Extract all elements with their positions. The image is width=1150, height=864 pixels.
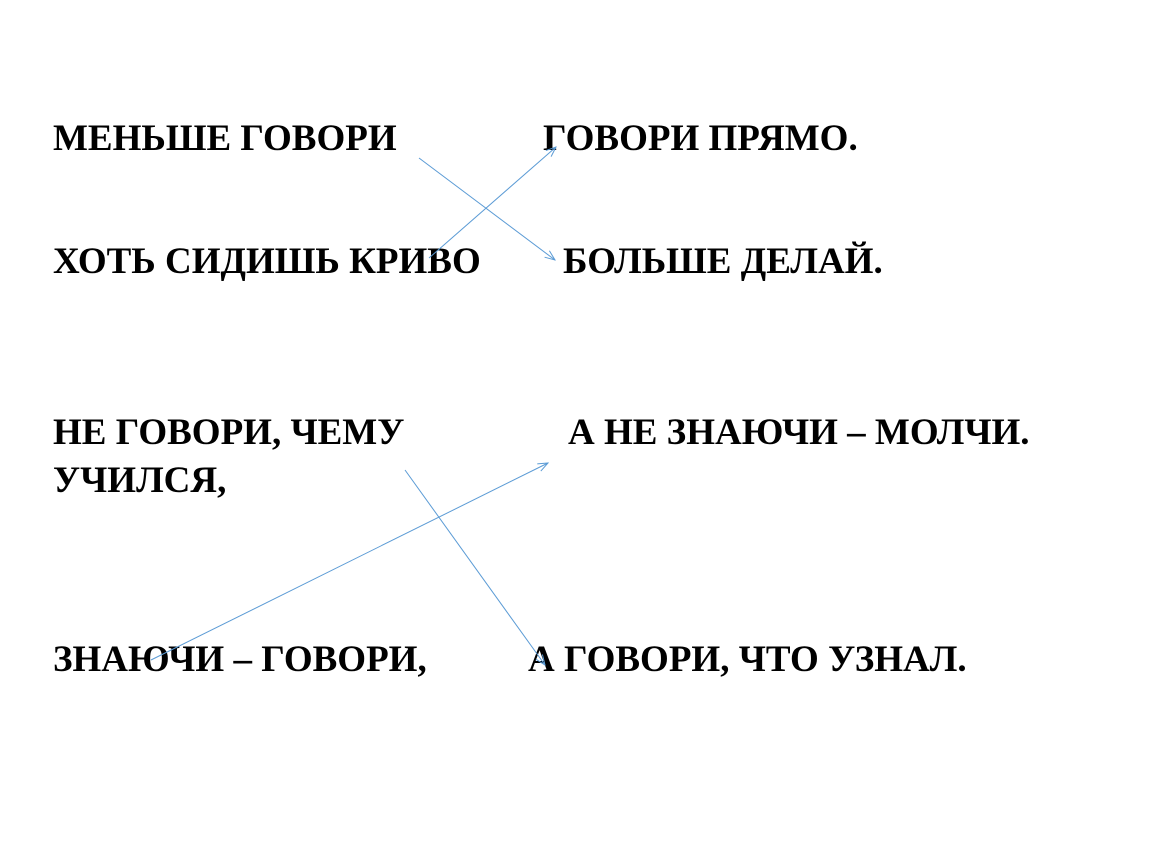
right-phrase-2: БОЛЬШЕ ДЕЛАЙ. bbox=[543, 238, 883, 286]
pair-row-1: МЕНЬШЕ ГОВОРИ ГОВОРИ ПРЯМО. bbox=[53, 115, 858, 163]
left-phrase-4: ЗНАЮЧИ – ГОВОРИ, bbox=[53, 636, 528, 684]
pair-row-2: ХОТЬ СИДИШЬ КРИВО БОЛЬШЕ ДЕЛАЙ. bbox=[53, 238, 883, 286]
pair-row-4: ЗНАЮЧИ – ГОВОРИ, А ГОВОРИ, ЧТО УЗНАЛ. bbox=[53, 636, 967, 684]
right-phrase-3: А НЕ ЗНАЮЧИ – МОЛЧИ. bbox=[568, 409, 1030, 505]
left-phrase-1: МЕНЬШЕ ГОВОРИ bbox=[53, 115, 543, 163]
pair-row-3: НЕ ГОВОРИ, ЧЕМУ УЧИЛСЯ, А НЕ ЗНАЮЧИ – МО… bbox=[53, 409, 1030, 505]
right-phrase-1: ГОВОРИ ПРЯМО. bbox=[543, 115, 858, 163]
left-phrase-2: ХОТЬ СИДИШЬ КРИВО bbox=[53, 238, 543, 286]
left-phrase-3: НЕ ГОВОРИ, ЧЕМУ УЧИЛСЯ, bbox=[53, 409, 568, 505]
right-phrase-4: А ГОВОРИ, ЧТО УЗНАЛ. bbox=[528, 636, 967, 684]
